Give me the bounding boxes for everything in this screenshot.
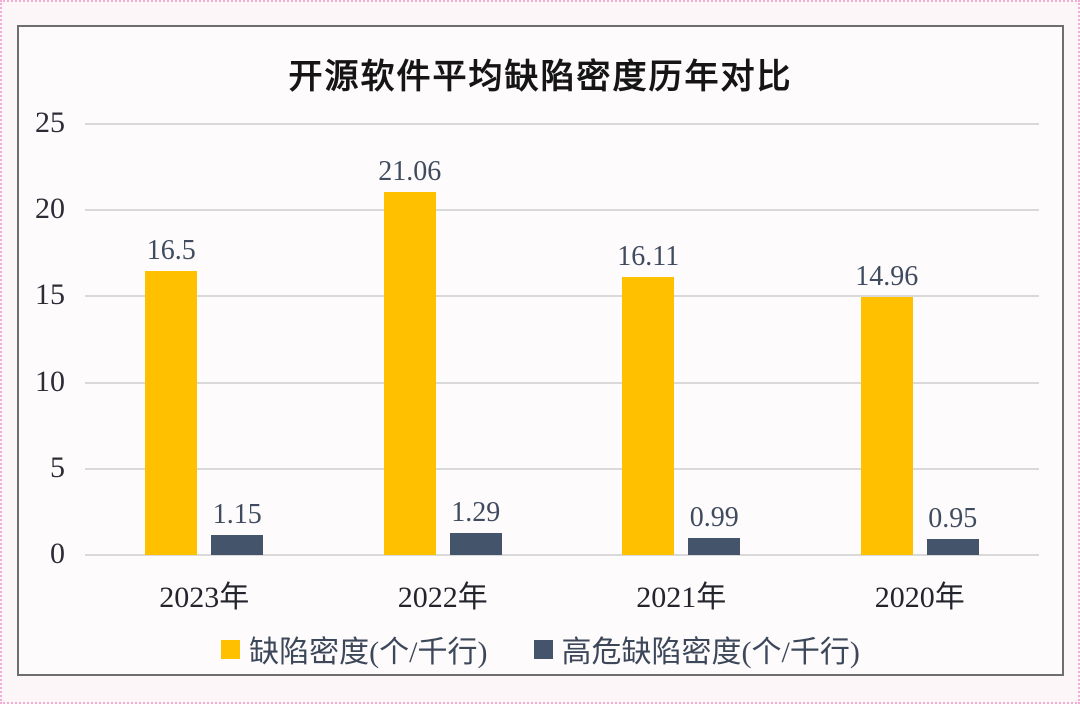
x-axis-labels: 2023年 2022年 2021年 2020年 [85, 572, 1039, 616]
bar-value-label-defect-density-2021年: 16.11 [617, 241, 680, 273]
legend-item-defect-density: 缺陷密度(个/千行) [221, 627, 488, 671]
bar-groups: 16.5 1.15 21.06 1.29 16.11 0.99 14.96 0.95 [85, 124, 1039, 555]
bar-group-2021年: 16.11 0.99 [562, 124, 801, 555]
bar-defect-density-2022年: 21.06 [378, 157, 441, 555]
bar-value-label-defect-density-2023年: 16.5 [146, 234, 196, 266]
bar-high-risk-defect-density-2023年: 1.15 [211, 501, 264, 555]
legend-label-defect-density: 缺陷密度(个/千行) [249, 636, 488, 669]
bar-value-label-high-risk-defect-density-2022年: 1.29 [451, 496, 501, 528]
bar-defect-density-2020年: 14.96 [855, 263, 918, 555]
x-category-label-2022年: 2022年 [397, 581, 488, 614]
gridline-15 [85, 295, 1039, 298]
legend-item-high-risk-defect-density: 高危缺陷密度(个/千行) [533, 627, 860, 671]
chart-title: 开源软件平均缺陷密度历年对比 [288, 59, 793, 96]
chart-frame: 开源软件平均缺陷密度历年对比 0 5 10 15 20 25 16.5 1.15 21.06 1.… [17, 25, 1064, 676]
y-tick-label-20: 20 [35, 191, 65, 225]
bar-group-2023年: 16.5 1.15 [85, 124, 324, 555]
legend: 缺陷密度(个/千行) 高危缺陷密度(个/千行) [19, 627, 1062, 671]
y-tick-label-25: 25 [35, 105, 65, 139]
legend-swatch-defect-density [221, 639, 241, 659]
x-category-label-2020年: 2020年 [874, 581, 965, 614]
y-tick-label-10: 10 [35, 364, 65, 398]
bar-defect-density-2021年: 16.11 [617, 243, 679, 555]
bar-group-2022年: 21.06 1.29 [324, 124, 563, 555]
bar-group-2020年: 14.96 0.95 [801, 124, 1040, 555]
plot-area: 0 5 10 15 20 25 16.5 1.15 21.06 1.29 16.11 0.99 14.9… [35, 107, 1039, 568]
y-tick-label-15: 15 [35, 278, 65, 312]
gridline-25 [85, 123, 1039, 125]
gridline-0 [85, 554, 1039, 556]
bar-high-risk-defect-density-2020年: 0.95 [926, 504, 979, 555]
x-category-label-2023年: 2023年 [159, 581, 250, 614]
bar-value-label-high-risk-defect-density-2020年: 0.95 [928, 502, 978, 534]
legend-swatch-high-risk-defect-density [533, 639, 553, 659]
x-category-label-2021年: 2021年 [636, 581, 727, 614]
bar-defect-density-2023年: 16.5 [145, 236, 198, 555]
gridline-20 [85, 209, 1039, 212]
bar-value-label-defect-density-2020年: 14.96 [855, 261, 919, 293]
gridline-5 [85, 467, 1039, 470]
bar-high-risk-defect-density-2021年: 0.99 [688, 503, 741, 555]
y-tick-label-0: 0 [50, 536, 65, 570]
y-tick-label-5: 5 [50, 450, 65, 484]
bar-value-label-high-risk-defect-density-2021年: 0.99 [689, 501, 739, 533]
legend-label-high-risk-defect-density: 高危缺陷密度(个/千行) [561, 636, 860, 669]
bar-value-label-defect-density-2022年: 21.06 [378, 155, 442, 187]
gridline-10 [85, 381, 1039, 384]
bar-high-risk-defect-density-2022年: 1.29 [449, 498, 502, 555]
bar-value-label-high-risk-defect-density-2023年: 1.15 [212, 499, 262, 531]
